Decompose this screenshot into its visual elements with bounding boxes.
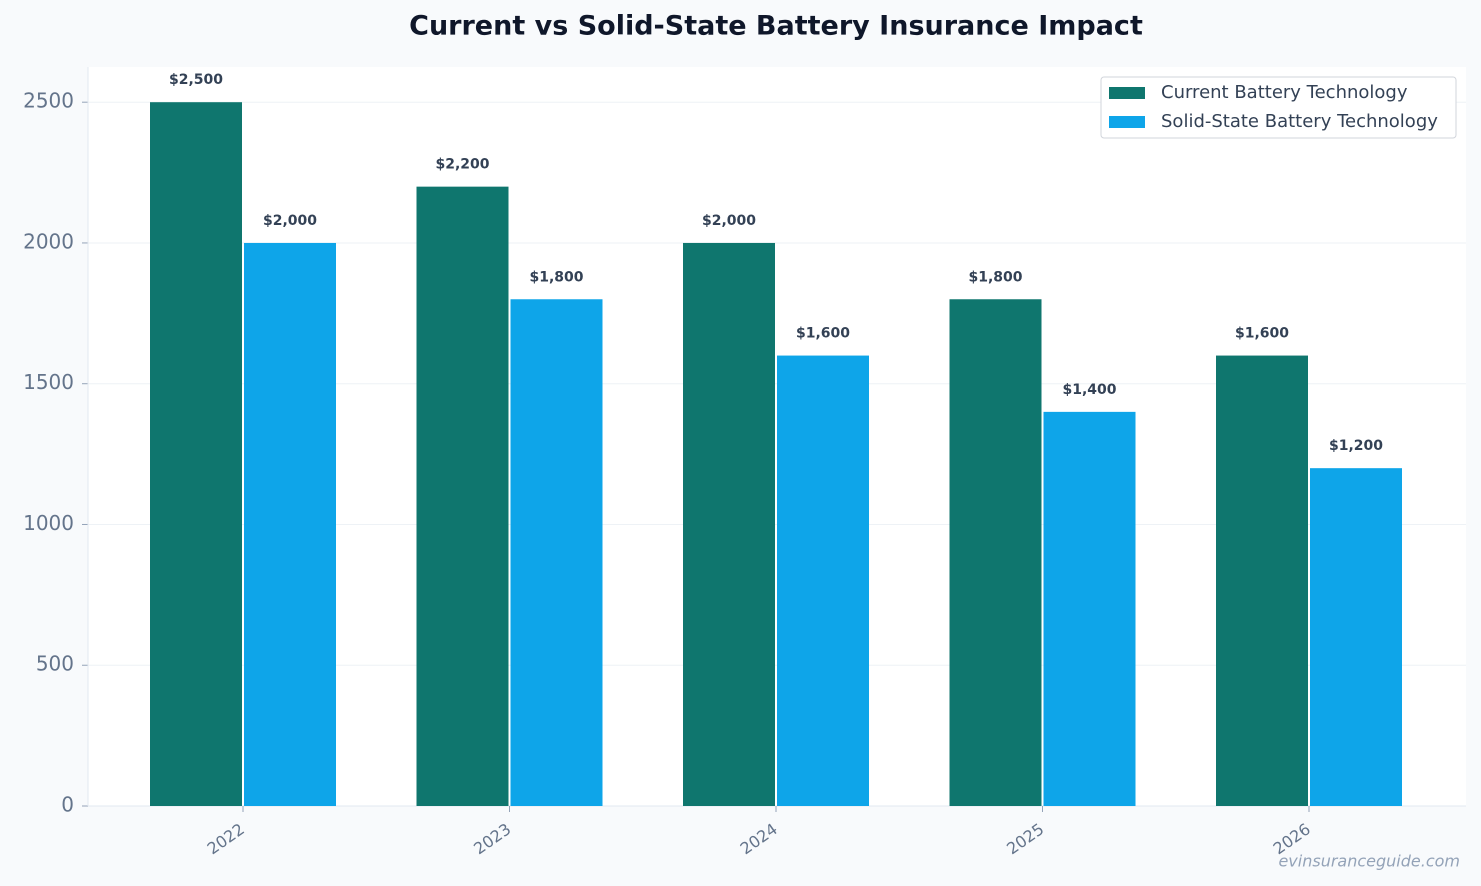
legend-label: Solid-State Battery Technology xyxy=(1161,111,1438,132)
value-label: $1,200 xyxy=(1329,438,1383,454)
bar xyxy=(150,102,242,806)
x-tick-label: 2022 xyxy=(204,819,248,858)
y-tick-label: 1500 xyxy=(23,370,74,394)
y-tick-label: 500 xyxy=(36,652,74,676)
value-label: $1,600 xyxy=(1235,326,1289,342)
value-label: $2,000 xyxy=(263,213,317,229)
value-label: $2,200 xyxy=(435,157,489,173)
bar xyxy=(416,186,509,807)
y-tick-label: 2000 xyxy=(23,229,74,253)
y-tick-label: 1000 xyxy=(23,511,74,535)
y-tick-label: 0 xyxy=(61,793,74,817)
value-label: $1,400 xyxy=(1062,382,1116,398)
legend-swatch xyxy=(1109,87,1145,99)
chart-title: Current vs Solid-State Battery Insurance… xyxy=(409,11,1143,42)
legend-swatch xyxy=(1109,116,1145,128)
bar xyxy=(510,299,603,806)
y-tick-label: 2500 xyxy=(23,89,74,113)
watermark: evinsuranceguide.com xyxy=(1278,852,1460,871)
value-label: $2,500 xyxy=(169,72,223,88)
value-label: $1,600 xyxy=(796,326,850,342)
legend-box xyxy=(1100,76,1457,139)
bar xyxy=(1310,468,1402,806)
x-tick-label: 2025 xyxy=(1003,819,1047,858)
bar xyxy=(244,242,336,806)
bar xyxy=(949,299,1042,806)
legend-label: Current Battery Technology xyxy=(1161,82,1408,103)
bar xyxy=(1043,411,1136,806)
bar xyxy=(1216,355,1308,806)
bar xyxy=(777,355,869,806)
x-tick-label: 2023 xyxy=(470,819,514,858)
value-label: $1,800 xyxy=(968,269,1022,285)
bar xyxy=(683,242,775,806)
value-label: $1,800 xyxy=(529,269,583,285)
value-label: $2,000 xyxy=(702,213,756,229)
x-tick-label: 2024 xyxy=(737,819,781,858)
